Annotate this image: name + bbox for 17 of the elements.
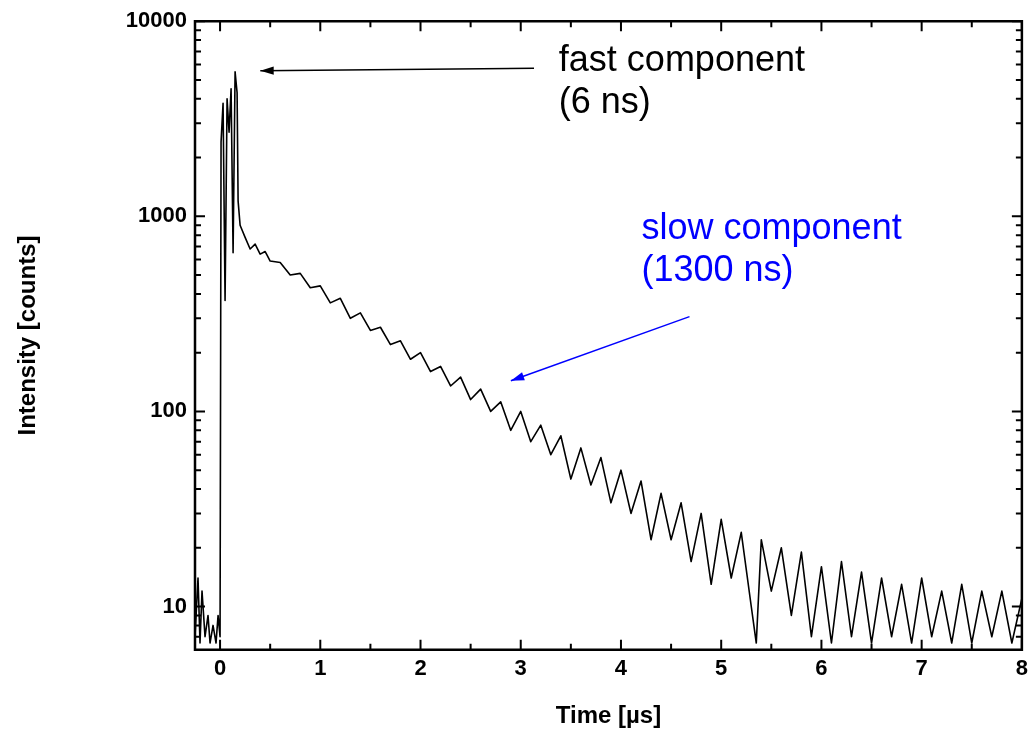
annotation: fast component (6 ns) <box>558 37 805 121</box>
y-tick-label: 10 <box>162 592 187 618</box>
x-tick-label: 2 <box>414 655 427 681</box>
x-tick-label: 6 <box>815 655 828 681</box>
x-tick-label: 5 <box>715 655 728 681</box>
annotation: slow component (1300 ns) <box>641 205 902 289</box>
y-tick-label: 1000 <box>138 202 187 228</box>
y-tick-label: 10000 <box>125 7 187 33</box>
x-tick-label: 8 <box>1015 655 1029 681</box>
x-axis-title: Time [µs] <box>555 701 662 729</box>
x-tick-label: 3 <box>514 655 527 681</box>
y-tick-label: 100 <box>150 397 187 423</box>
x-tick-label: 7 <box>915 655 928 681</box>
x-tick-label: 1 <box>314 655 327 681</box>
x-tick-label: 0 <box>213 655 227 681</box>
y-axis-title: Intensity [counts] <box>13 235 41 436</box>
x-tick-label: 4 <box>614 655 628 681</box>
